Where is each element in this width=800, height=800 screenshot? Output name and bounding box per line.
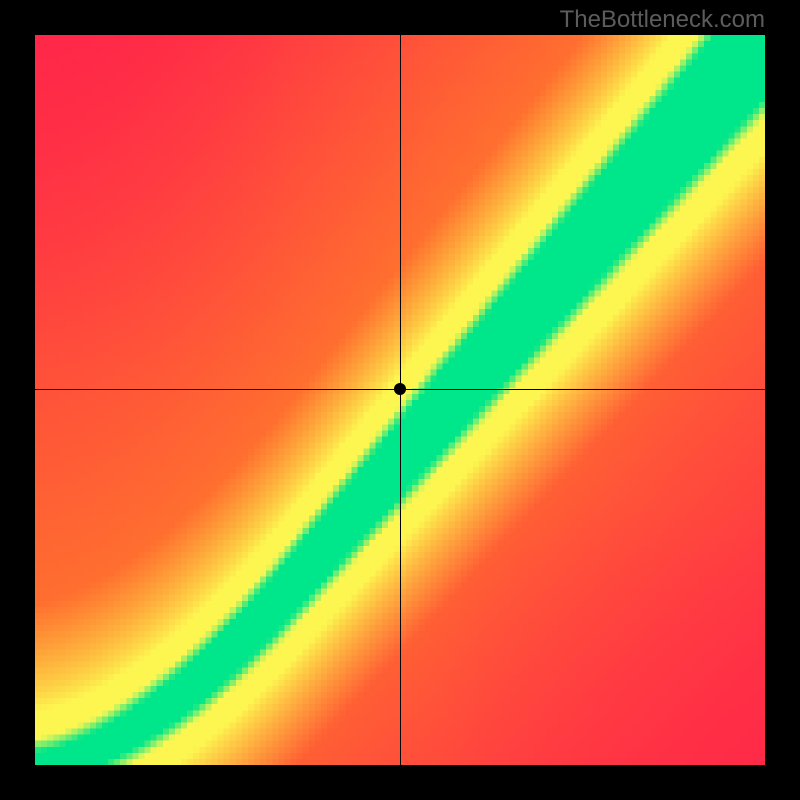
watermark-text: TheBottleneck.com <box>560 6 765 34</box>
crosshair-vertical <box>400 35 401 765</box>
data-point-marker <box>394 383 406 395</box>
chart-container: TheBottleneck.com <box>0 0 800 800</box>
